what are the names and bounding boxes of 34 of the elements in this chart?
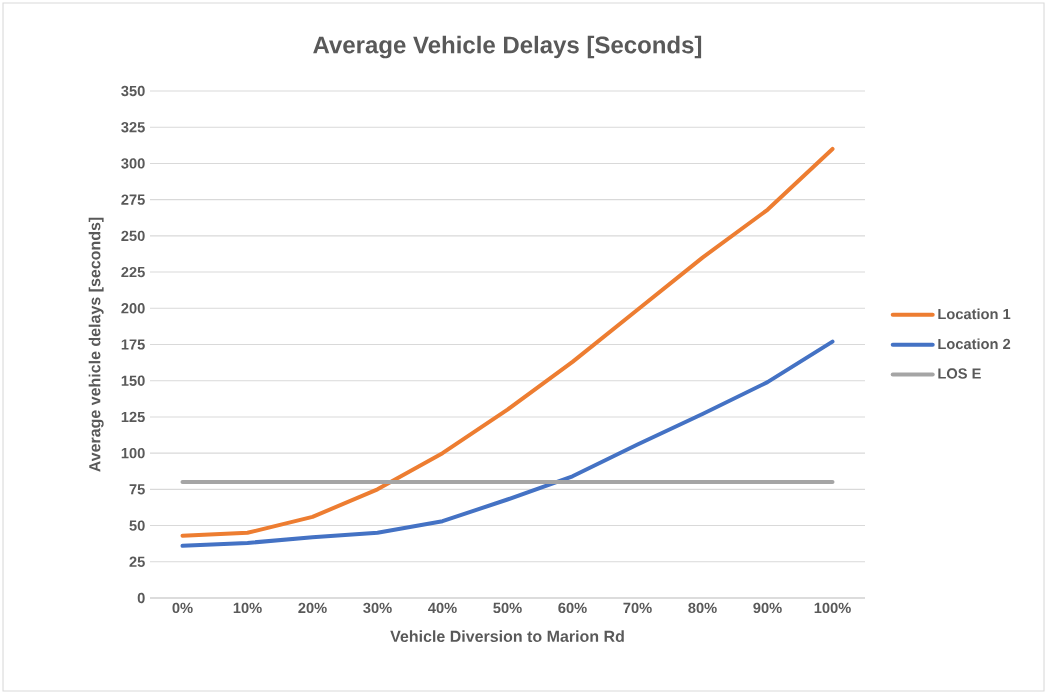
y-tick-label: 50 [129, 520, 145, 531]
x-tick-label: 80% [688, 602, 717, 614]
line-series [180, 339, 835, 548]
line-series [180, 146, 835, 538]
y-tick-label: 125 [121, 411, 145, 423]
y-tick-label: 350 [121, 85, 145, 97]
x-tick-label: 50% [493, 602, 522, 614]
y-tick-label: 225 [121, 266, 145, 278]
y-axis-title: Average vehicle delays [seconds] [88, 217, 104, 472]
chart-title: Average Vehicle Delays [Seconds] [313, 35, 702, 59]
y-tick-label: 0 [137, 592, 145, 604]
y-tick-label: 250 [121, 230, 145, 242]
y-tick-label: 100 [121, 447, 145, 459]
y-tick-label: 150 [121, 375, 145, 386]
legend-label: Location 2 [938, 338, 1011, 350]
x-tick-label: 60% [558, 602, 587, 614]
x-tick-label: 100% [814, 602, 851, 614]
x-tick-label: 40% [428, 602, 457, 614]
x-axis-title: Vehicle Diversion to Marion Rd [390, 630, 624, 643]
x-tick-label: 30% [363, 602, 392, 614]
x-tick-label: 20% [298, 602, 327, 614]
y-tick-label: 300 [121, 158, 145, 169]
y-tick-label: 200 [121, 303, 145, 314]
legend-label: Location 1 [938, 308, 1011, 320]
y-tick-label: 25 [129, 556, 145, 567]
y-tick-label: 325 [121, 122, 145, 133]
x-tick-label: 90% [753, 602, 782, 614]
legend-label: LOS E [938, 368, 981, 379]
y-tick-label: 275 [121, 194, 145, 205]
x-tick-label: 70% [623, 602, 652, 614]
y-tick-label: 175 [121, 339, 145, 350]
x-tick-label: 0% [172, 602, 193, 614]
x-tick-label: 10% [233, 602, 262, 614]
y-tick-label: 75 [129, 484, 145, 495]
